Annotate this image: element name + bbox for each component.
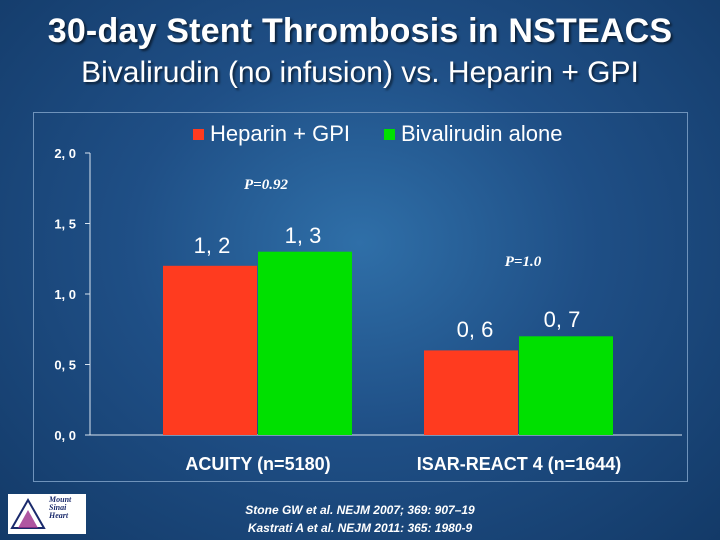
- bar: [258, 251, 352, 435]
- y-tick-label: 1, 5: [54, 217, 76, 232]
- y-tick-label: 1, 0: [54, 287, 76, 302]
- x-category-label: ISAR-REACT 4 (n=1644): [417, 454, 622, 474]
- data-label: 1, 2: [194, 233, 231, 258]
- x-category-label: ACUITY (n=5180): [185, 454, 330, 474]
- y-tick-label: 2, 0: [54, 146, 76, 161]
- p-value-annotation: P=0.92: [244, 177, 288, 193]
- legend-swatch: [193, 129, 204, 140]
- legend-label: Bivalirudin alone: [401, 121, 562, 146]
- legend-swatch: [384, 129, 395, 140]
- chart-title: 30-day Stent Thrombosis in NSTEACS: [47, 12, 673, 50]
- p-value-annotation: P=1.0: [505, 254, 542, 270]
- y-tick-label: 0, 5: [54, 358, 76, 373]
- bar: [424, 350, 518, 435]
- data-label: 0, 6: [457, 317, 494, 342]
- y-tick-label: 0, 0: [54, 428, 76, 443]
- bar: [163, 265, 257, 435]
- chart-panel: [33, 112, 688, 482]
- citation-isar-react: Kastrati A et al. NEJM 2011: 365: 1980-9: [247, 521, 473, 535]
- mount-sinai-logo: Mount Sinai Heart: [8, 494, 86, 534]
- chart-subtitle: Bivalirudin (no infusion) vs. Heparin + …: [81, 56, 639, 89]
- logo-icon: [10, 497, 46, 529]
- data-label: 1, 3: [285, 223, 322, 248]
- data-label: 0, 7: [544, 307, 581, 332]
- legend-label: Heparin + GPI: [210, 121, 350, 146]
- bar: [519, 336, 613, 435]
- citation-acuity: Stone GW et al. NEJM 2007; 369: 907–19: [245, 503, 475, 517]
